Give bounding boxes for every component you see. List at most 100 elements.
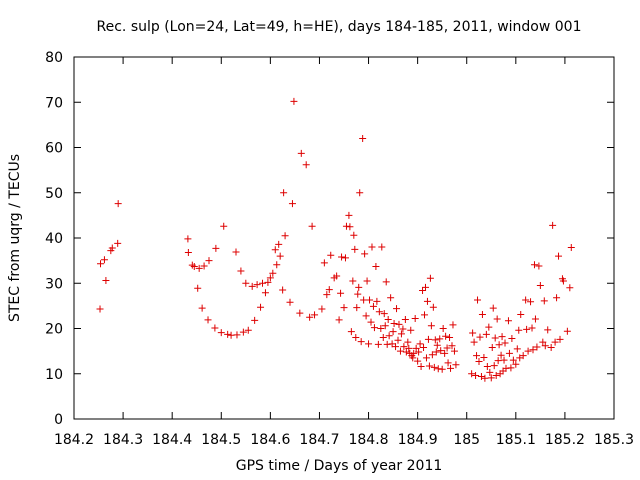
data-point	[401, 315, 409, 323]
data-point	[486, 368, 494, 376]
x-tick-label: 184.3	[103, 432, 143, 448]
data-point	[399, 325, 407, 333]
data-point	[519, 352, 527, 360]
data-point	[505, 349, 513, 357]
data-point	[441, 349, 449, 357]
data-point	[402, 348, 410, 356]
data-point	[286, 298, 294, 306]
data-point	[279, 286, 287, 294]
data-point	[566, 284, 574, 292]
data-point	[540, 297, 548, 305]
data-point	[397, 330, 405, 338]
x-axis-label: GPS time / Days of year 2011	[236, 458, 443, 474]
data-point	[446, 334, 454, 342]
data-point	[544, 326, 552, 334]
data-point	[360, 296, 368, 304]
data-point	[447, 364, 455, 372]
chart-title: Rec. sulp (Lon=24, Lat=49, h=HE), days 1…	[97, 19, 582, 35]
data-point	[513, 345, 521, 353]
data-point	[448, 342, 456, 350]
data-point	[239, 328, 247, 336]
data-point	[102, 277, 110, 285]
data-point	[394, 336, 402, 344]
data-point	[372, 263, 380, 271]
data-point	[556, 335, 564, 343]
data-point	[393, 305, 401, 313]
data-point	[347, 328, 355, 336]
data-point	[482, 330, 490, 338]
data-point	[559, 277, 567, 285]
data-point	[351, 245, 359, 253]
tick-labels: 184.2 184.3 184.4 184.5 184.6 184.7 184.8 184.9…	[45, 50, 634, 448]
data-point	[404, 338, 412, 346]
data-point	[443, 344, 451, 352]
data-point	[422, 354, 430, 362]
data-point	[421, 283, 429, 291]
data-point	[501, 339, 509, 347]
data-point	[492, 372, 500, 380]
x-tick-label: 184.9	[398, 432, 438, 448]
data-point	[551, 338, 559, 346]
data-point	[436, 335, 444, 343]
data-point	[373, 297, 381, 305]
y-tick-label: 20	[45, 322, 63, 338]
x-tick-label: 185.3	[594, 432, 634, 448]
data-point	[475, 358, 483, 366]
data-point	[507, 364, 515, 372]
data-point	[253, 281, 261, 289]
data-point	[217, 329, 225, 337]
data-point	[555, 252, 563, 260]
data-point	[489, 304, 497, 312]
data-point	[512, 360, 520, 368]
data-point	[346, 223, 354, 231]
data-point	[450, 347, 458, 355]
data-point	[524, 347, 532, 355]
data-point	[333, 272, 341, 280]
data-point	[308, 222, 316, 230]
data-point	[396, 347, 404, 355]
data-point	[296, 309, 304, 317]
data-point	[419, 286, 427, 294]
data-point	[271, 246, 279, 254]
data-point	[370, 324, 378, 332]
data-point	[97, 260, 105, 268]
data-point	[251, 316, 259, 324]
data-point	[517, 310, 525, 318]
data-point	[485, 323, 493, 331]
data-point	[96, 305, 104, 313]
data-point	[369, 302, 377, 310]
data-point	[509, 356, 517, 364]
data-point	[195, 264, 203, 272]
data-point	[533, 343, 541, 351]
data-point	[472, 372, 480, 380]
y-tick-label: 70	[45, 95, 63, 111]
data-point	[468, 370, 476, 378]
data-point	[244, 326, 252, 334]
x-tick-label: 185	[453, 432, 480, 448]
data-point	[341, 254, 349, 262]
data-point	[395, 320, 403, 328]
data-point	[353, 304, 361, 312]
data-point	[114, 239, 122, 247]
data-point	[325, 286, 333, 294]
data-point	[323, 291, 331, 299]
data-point	[420, 344, 428, 352]
data-point	[297, 149, 305, 157]
data-point	[190, 263, 198, 271]
data-point	[536, 282, 544, 290]
data-point	[200, 262, 208, 270]
data-point	[527, 298, 535, 306]
data-point	[449, 321, 457, 329]
data-point	[385, 332, 393, 340]
data-point	[431, 336, 439, 344]
data-point	[356, 189, 364, 197]
data-point	[355, 283, 363, 291]
data-point	[362, 312, 370, 320]
data-point	[100, 256, 108, 264]
data-point	[242, 279, 250, 287]
data-point	[365, 340, 373, 348]
data-point	[389, 328, 397, 336]
plot-border	[73, 56, 615, 420]
data-point	[266, 274, 274, 282]
data-point	[194, 284, 202, 292]
